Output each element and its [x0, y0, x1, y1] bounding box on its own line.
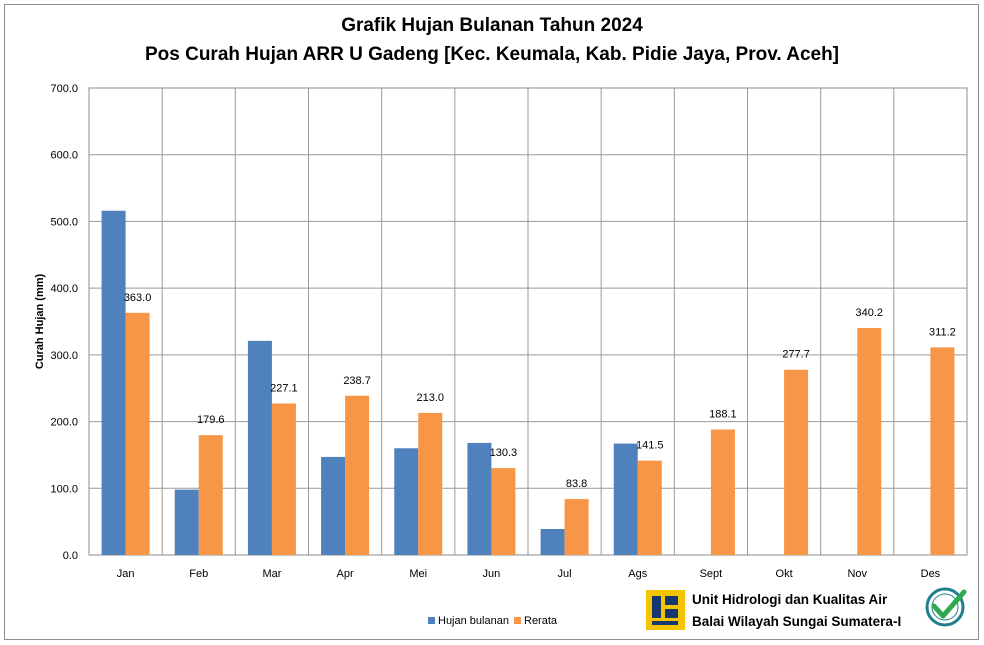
x-tick-label: Nov: [847, 568, 867, 580]
y-tick-label: 600.0: [50, 150, 78, 162]
data-label: 227.1: [270, 382, 298, 394]
y-axis-label: Curah Hujan (mm): [34, 273, 46, 369]
x-tick-label: Mei: [409, 568, 427, 580]
x-tick-label: Jan: [117, 568, 135, 580]
bar-rerata: [125, 312, 150, 555]
data-label: 277.7: [782, 349, 810, 361]
bar-rerata: [491, 468, 516, 555]
bar-hujan-bulanan: [467, 442, 492, 555]
data-label: 141.5: [636, 440, 664, 452]
y-tick-label: 300.0: [50, 350, 78, 362]
bar-rerata: [710, 429, 735, 555]
plot-border: [88, 87, 968, 556]
data-label: 83.8: [566, 478, 587, 490]
chart-subtitle: Pos Curah Hujan ARR U Gadeng [Kec. Keuma…: [144, 44, 840, 65]
bar-rerata: [857, 328, 882, 555]
bar-hujan-bulanan: [174, 489, 199, 555]
y-tick-label: 0.0: [63, 550, 78, 562]
bar-rerata: [784, 369, 809, 555]
data-label: 311.2: [929, 326, 956, 338]
legend-swatch: [514, 617, 521, 624]
chart-title: Grafik Hujan Bulanan Tahun 2024: [341, 15, 643, 36]
x-tick-label: Apr: [337, 568, 354, 580]
bar-hujan-bulanan: [247, 340, 272, 555]
y-tick-label: 500.0: [50, 216, 78, 228]
y-tick-label: 100.0: [50, 483, 78, 495]
certified-badge-icon: ISO 9001:2008 CERTIFIED: [925, 587, 967, 627]
data-label: 188.1: [709, 409, 737, 421]
y-tick-label: 700.0: [50, 83, 78, 95]
y-tick-label: 200.0: [50, 417, 78, 429]
bar-hujan-bulanan: [321, 456, 346, 555]
data-label: 179.6: [197, 414, 225, 426]
bar-rerata: [930, 347, 955, 555]
bar-rerata: [198, 435, 223, 555]
bar-rerata: [418, 412, 443, 555]
data-label: 238.7: [343, 375, 371, 387]
bar-rerata: [564, 499, 589, 555]
legend-label: Rerata: [524, 615, 558, 627]
x-tick-label: Jun: [483, 568, 501, 580]
bar-rerata: [271, 403, 296, 555]
pu-logo-icon: [646, 590, 685, 630]
x-tick-label: Des: [921, 568, 941, 580]
data-label: 363.0: [124, 292, 152, 304]
x-tick-label: Ags: [628, 568, 647, 580]
data-label: 213.0: [416, 392, 444, 404]
data-label: 130.3: [490, 447, 518, 459]
data-label: 340.2: [855, 307, 883, 319]
x-tick-label: Feb: [189, 568, 208, 580]
bar-hujan-bulanan: [101, 210, 126, 556]
legend-label: Hujan bulanan: [438, 615, 509, 627]
org-balai-label: Balai Wilayah Sungai Sumatera-I: [692, 614, 902, 629]
bar-hujan-bulanan: [540, 528, 565, 555]
y-tick-label: 400.0: [50, 283, 78, 295]
bar-rerata: [345, 395, 370, 555]
bar-hujan-bulanan: [613, 443, 638, 555]
x-tick-label: Sept: [700, 568, 723, 580]
legend-swatch: [428, 617, 435, 624]
bar-hujan-bulanan: [394, 448, 419, 555]
bar-rerata: [637, 460, 662, 555]
x-tick-label: Okt: [776, 568, 793, 580]
x-tick-label: Mar: [262, 568, 281, 580]
org-unit-label: Unit Hidrologi dan Kualitas Air: [692, 592, 888, 607]
x-tick-label: Jul: [558, 568, 572, 580]
